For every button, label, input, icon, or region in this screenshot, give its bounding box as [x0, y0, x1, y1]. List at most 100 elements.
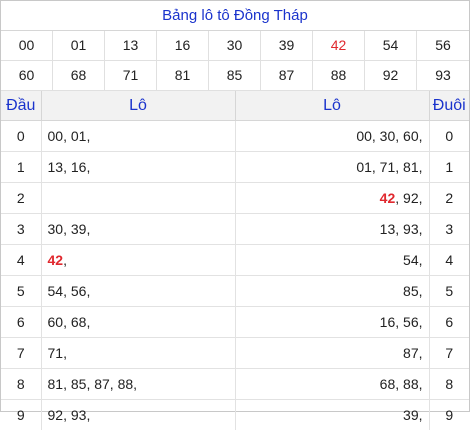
result-number: 16: [157, 31, 209, 61]
lo-by-duoi: 39,: [235, 400, 429, 430]
duoi-digit: 1: [429, 152, 469, 183]
result-number: 81: [157, 61, 209, 91]
lo-number: 88: [403, 376, 419, 392]
table-header-row: Đầu Lô Lô Đuôi: [1, 91, 469, 121]
board-title: Bảng lô tô Đồng Tháp: [1, 1, 469, 31]
duoi-digit: 6: [429, 307, 469, 338]
result-number: 85: [209, 61, 261, 91]
lo-by-duoi: 68, 88,: [235, 369, 429, 400]
header-lo-right: Lô: [235, 91, 429, 121]
lo-number: 81: [48, 376, 64, 392]
result-number: 87: [261, 61, 313, 91]
lo-by-dau: 92, 93,: [41, 400, 235, 430]
dau-digit: 4: [1, 245, 41, 276]
lo-by-duoi: 01, 71, 81,: [235, 152, 429, 183]
lo-by-dau: 13, 16,: [41, 152, 235, 183]
lo-by-duoi: 87,: [235, 338, 429, 369]
lo-number: 16: [380, 314, 396, 330]
result-number: 93: [417, 61, 469, 91]
lo-number: 00: [356, 128, 372, 144]
lo-number: 68: [71, 314, 87, 330]
result-number: 88: [313, 61, 365, 91]
lo-number: 85: [71, 376, 87, 392]
lo-number: 85: [403, 283, 419, 299]
lo-number: 60: [48, 314, 64, 330]
result-number: 71: [105, 61, 157, 91]
lo-by-dau: 00, 01,: [41, 121, 235, 152]
lo-by-duoi: 42, 92,: [235, 183, 429, 214]
result-number: 68: [53, 61, 105, 91]
lo-number: 68: [380, 376, 396, 392]
lo-number: 87: [94, 376, 110, 392]
lo-by-dau: [41, 183, 235, 214]
lo-number: 71: [48, 345, 64, 361]
lo-by-dau: 54, 56,: [41, 276, 235, 307]
result-number: 54: [365, 31, 417, 61]
lo-number: 39: [403, 407, 419, 423]
lo-number: 92: [48, 407, 64, 423]
dau-digit: 1: [1, 152, 41, 183]
duoi-digit: 8: [429, 369, 469, 400]
lo-number: 87: [403, 345, 419, 361]
dau-digit: 9: [1, 400, 41, 430]
lo-number: 30: [48, 221, 64, 237]
dau-digit: 7: [1, 338, 41, 369]
lo-number: 42: [380, 190, 396, 206]
result-number: 00: [1, 31, 53, 61]
dau-digit: 6: [1, 307, 41, 338]
lo-number: 42: [48, 252, 64, 268]
lo-number: 92: [403, 190, 419, 206]
lo-number: 71: [380, 159, 396, 175]
result-number: 56: [417, 31, 469, 61]
result-number: 60: [1, 61, 53, 91]
result-number: 39: [261, 31, 313, 61]
lo-number: 13: [48, 159, 64, 175]
lo-number: 00: [48, 128, 64, 144]
duoi-digit: 7: [429, 338, 469, 369]
lo-number: 88: [118, 376, 134, 392]
header-dau: Đầu: [1, 91, 41, 121]
lo-by-duoi: 00, 30, 60,: [235, 121, 429, 152]
lo-by-dau: 30, 39,: [41, 214, 235, 245]
header-lo-left: Lô: [41, 91, 235, 121]
lo-number: 30: [380, 128, 396, 144]
lo-number: 13: [380, 221, 396, 237]
lo-number: 56: [71, 283, 87, 299]
dau-digit: 8: [1, 369, 41, 400]
lo-by-duoi: 16, 56,: [235, 307, 429, 338]
result-number: 13: [105, 31, 157, 61]
lo-by-dau: 60, 68,: [41, 307, 235, 338]
lo-by-dau: 71,: [41, 338, 235, 369]
dau-digit: 3: [1, 214, 41, 245]
lo-number: 01: [71, 128, 87, 144]
lo-number: 93: [403, 221, 419, 237]
lo-number: 60: [403, 128, 419, 144]
duoi-digit: 0: [429, 121, 469, 152]
lo-number: 16: [71, 159, 87, 175]
duoi-digit: 3: [429, 214, 469, 245]
lo-number: 54: [48, 283, 64, 299]
lo-by-dau: 81, 85, 87, 88,: [41, 369, 235, 400]
result-number: 92: [365, 61, 417, 91]
result-number: 01: [53, 31, 105, 61]
lo-number: 54: [403, 252, 419, 268]
lo-number: 81: [403, 159, 419, 175]
result-number: 30: [209, 31, 261, 61]
header-duoi: Đuôi: [429, 91, 469, 121]
lo-number: 56: [403, 314, 419, 330]
dau-digit: 0: [1, 121, 41, 152]
duoi-digit: 4: [429, 245, 469, 276]
lo-by-duoi: 54,: [235, 245, 429, 276]
